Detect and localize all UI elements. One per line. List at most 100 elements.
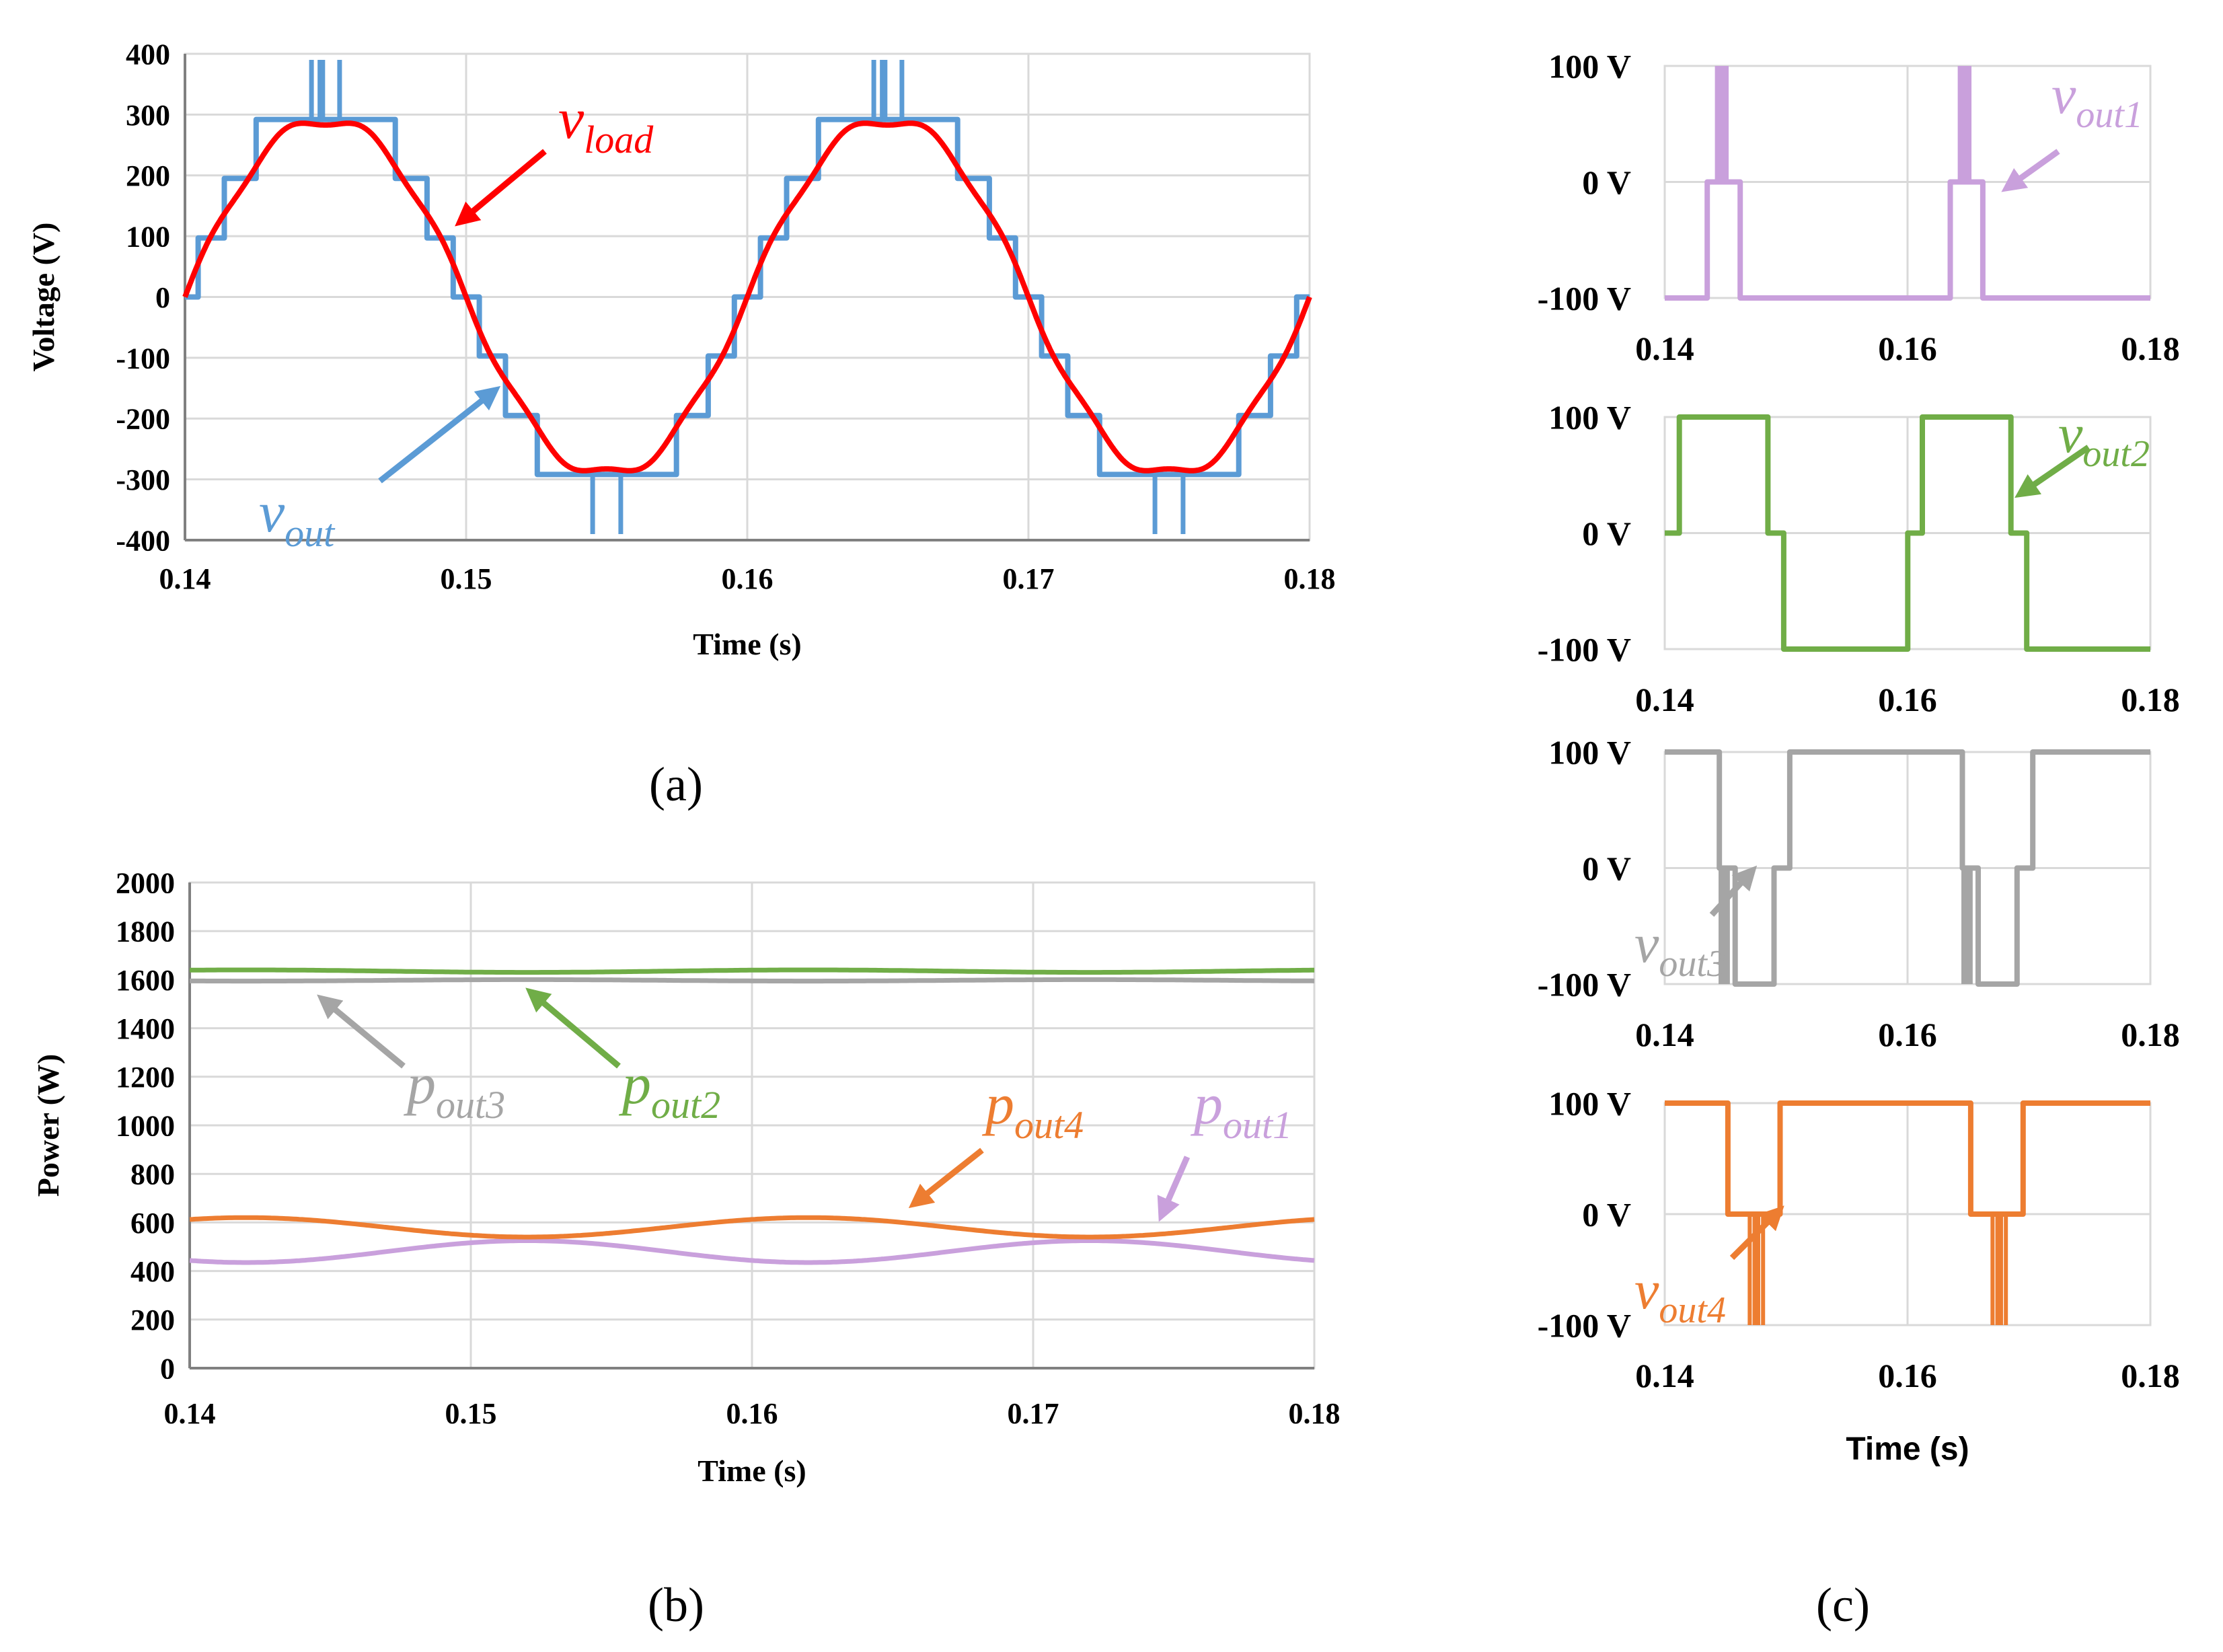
chart-c4: 100 V 0 V -100 V0.14 0.16 0.18 Time (s) (1538, 1085, 2180, 1468)
x-tick-label: 0.16 (1878, 330, 1937, 367)
x-tick-label: 0.18 (1289, 1397, 1341, 1430)
x-tick-label: 0.14 (1635, 1016, 1694, 1053)
vload-line (182, 120, 1312, 474)
x-tick-label: 0.16 (1878, 1357, 1937, 1394)
y-axis-title: Power (W) (31, 1054, 65, 1197)
x-axis-title: Time (s) (693, 627, 801, 661)
x-tick-label: 0.18 (2121, 681, 2180, 718)
vout4-label-main: v (1634, 1259, 1659, 1320)
x-tick-label: 0.14 (1635, 330, 1694, 367)
y-tick-label: 100 V (1548, 48, 1631, 85)
vout1-line (1662, 179, 2153, 301)
pout4-label: pout4 (981, 1072, 1084, 1147)
x-tick-label: 0.18 (2121, 1016, 2180, 1053)
vout4-arrow (1729, 1205, 1784, 1261)
vout3-arrow (1709, 865, 1758, 917)
y-tick-label: -100 V (1538, 280, 1631, 317)
vout2-label-sub: out2 (2082, 433, 2150, 475)
vout-label: vout (259, 480, 336, 555)
y-tick-label: 200 (126, 159, 170, 192)
y-tick-label: 200 (130, 1304, 175, 1337)
chart-c2: 100 V 0 V -100 V0.14 0.16 0.18 (1538, 399, 2180, 719)
x-axis-title: Time (s) (698, 1454, 806, 1488)
vload-label-sub: load (584, 118, 654, 161)
y-tick-label: 0 V (1582, 515, 1631, 552)
y-tick-label: 1400 (116, 1012, 175, 1045)
y-tick-label: 800 (130, 1158, 175, 1191)
y-tick-label: 400 (130, 1255, 175, 1288)
pout2-label-main: p (618, 1051, 651, 1116)
x-tick-label: 0.14 (159, 562, 211, 595)
x-tick-label: 0.15 (441, 562, 492, 595)
vout3-line (1662, 749, 2153, 987)
y-tick-label: 600 (130, 1207, 175, 1240)
y-tick-label: 1800 (116, 915, 175, 948)
y-tick-label: -300 (116, 463, 170, 496)
x-tick-label: 0.17 (1003, 562, 1055, 595)
y-tick-label: 100 V (1548, 399, 1631, 437)
y-tick-label: 300 (126, 99, 170, 132)
x-tick-label: 0.18 (1284, 562, 1336, 595)
y-tick-label: 400 (126, 38, 170, 71)
y-tick-label: 1600 (116, 964, 175, 997)
x-tick-label: 0.15 (445, 1397, 497, 1430)
pout3-label-sub: out3 (436, 1083, 505, 1127)
y-tick-label: 1200 (116, 1061, 175, 1094)
y-tick-label: 0 (160, 1352, 175, 1385)
y-tick-label: -100 V (1538, 1307, 1631, 1345)
pout3-label-main: p (403, 1051, 436, 1116)
pout3-label: pout3 (403, 1051, 505, 1127)
vout1-arrow (2001, 149, 2060, 192)
x-tick-label: 0.14 (1635, 1357, 1694, 1394)
pout4-arrow (908, 1148, 984, 1209)
vout1-label: vout1 (2051, 64, 2143, 136)
y-tick-label: 100 V (1548, 1085, 1631, 1123)
x-tick-label: 0.14 (164, 1397, 216, 1430)
y-tick-label: 100 V (1548, 734, 1631, 772)
pout2-line (190, 967, 1314, 975)
x-tick-label: 0.17 (1008, 1397, 1059, 1430)
y-tick-label: 1000 (116, 1109, 175, 1142)
vload-arrow (455, 149, 547, 227)
chart-c1: 100 V 0 V -100 V0.14 0.16 0.18 (1538, 48, 2180, 368)
pout4-label-sub: out4 (1014, 1103, 1084, 1147)
panel-a-label: (a) (649, 757, 703, 811)
vout2-label: vout2 (2058, 403, 2150, 475)
y-tick-label: 0 (155, 281, 170, 314)
x-tick-label: 0.18 (2121, 330, 2180, 367)
vout2-arrow (2014, 445, 2090, 498)
vout-arrow (378, 385, 501, 484)
pout2-label-sub: out2 (651, 1083, 720, 1127)
vload-label: vload (558, 86, 654, 161)
pout2-label: pout2 (618, 1051, 720, 1127)
pout1-line (189, 1238, 1315, 1265)
y-tick-label: -100 V (1538, 631, 1631, 669)
x-axis-title: Time (s) (1846, 1431, 1969, 1467)
pout1-label-main: p (1190, 1072, 1223, 1136)
y-tick-label: 0 V (1582, 1196, 1631, 1234)
vout4-label-sub: out4 (1659, 1289, 1726, 1331)
vout3-label-sub: out3 (1659, 943, 1726, 985)
vout1-label-sub: out1 (2076, 94, 2143, 136)
y-tick-label: -200 (116, 403, 170, 436)
y-tick-label: -100 (116, 342, 170, 375)
chart-b: 20001800160014001200100080060040020000.1… (31, 866, 1341, 1488)
pout3-arrow (317, 994, 406, 1069)
vout-label-sub: out (285, 511, 336, 555)
panel-b-label: (b) (648, 1578, 704, 1632)
y-tick-label: 2000 (116, 866, 175, 899)
y-tick-label: -400 (116, 524, 170, 557)
y-tick-label: -100 V (1538, 966, 1631, 1004)
vout1-label-main: v (2051, 64, 2076, 125)
pout2-arrow (525, 987, 621, 1069)
vout2-line (1662, 414, 2153, 652)
x-tick-label: 0.16 (726, 1397, 778, 1430)
vload-label-main: v (558, 86, 585, 151)
x-tick-label: 0.16 (1878, 1016, 1937, 1053)
pout1-label: pout1 (1190, 1072, 1292, 1147)
vout-label-main: v (259, 480, 285, 544)
x-tick-label: 0.16 (1878, 681, 1937, 718)
x-tick-label: 0.14 (1635, 681, 1694, 718)
pout1-label-sub: out1 (1223, 1103, 1292, 1147)
